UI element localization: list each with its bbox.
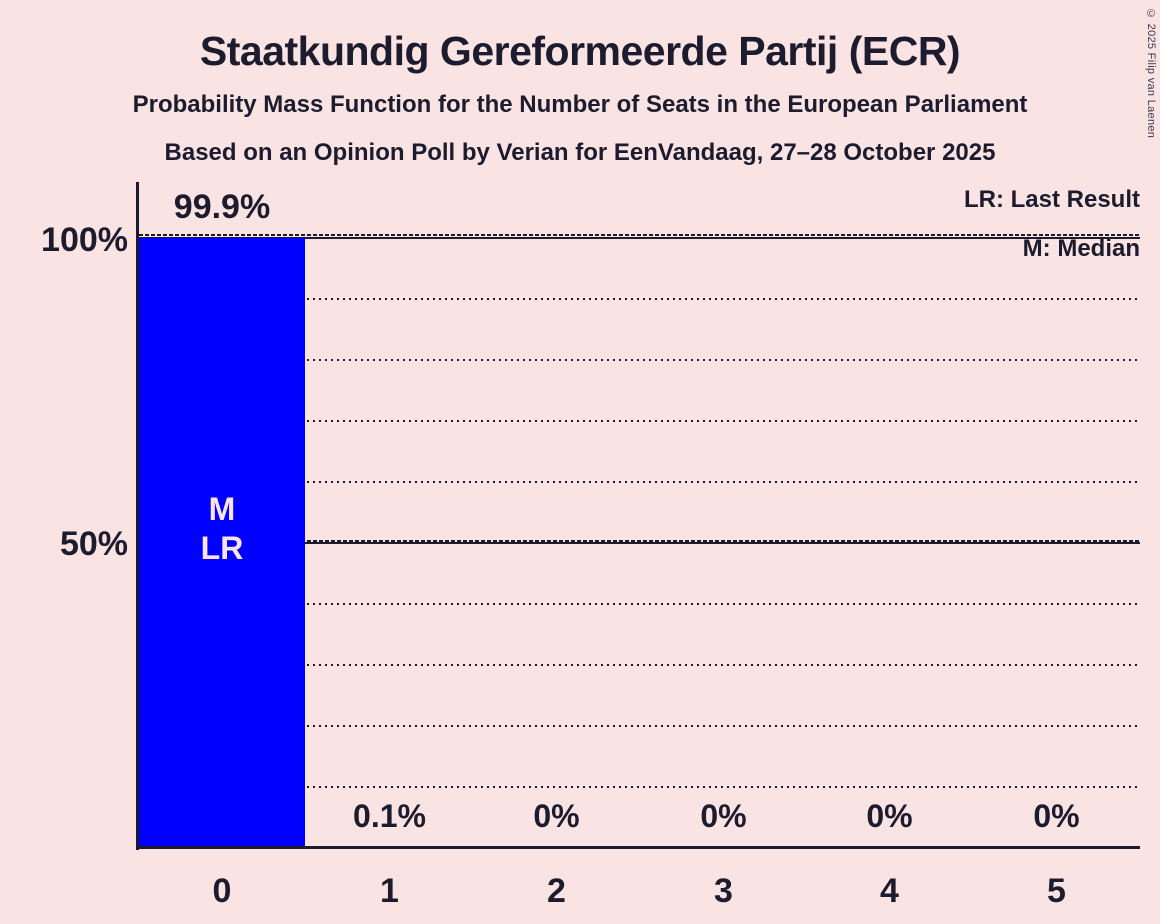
value-label-seat-5: 0% xyxy=(1033,798,1080,834)
probability-bar-seat-0: M LR xyxy=(139,237,305,846)
gridline-30pct xyxy=(139,664,1140,666)
gridline-90pct xyxy=(139,298,1140,300)
median-marker: M xyxy=(208,490,236,527)
value-label-seat-3: 0% xyxy=(700,798,747,834)
copyright-notice: © 2025 Filip van Laenen xyxy=(1145,8,1157,139)
value-label-seat-2: 0% xyxy=(533,798,580,834)
page-title: Staatkundig Gereformeerde Partij (ECR) xyxy=(199,28,961,74)
x-tick-seat-3: 3 xyxy=(714,872,733,910)
value-label-seat-4: 0% xyxy=(866,798,913,834)
gridline-50pct-solid xyxy=(139,542,1140,544)
y-axis-line xyxy=(136,182,139,850)
gridline-10pct xyxy=(139,786,1140,788)
chart-source-line: Based on an Opinion Poll by Verian for E… xyxy=(164,139,996,166)
gridline-100pct-dotted xyxy=(139,234,1140,236)
plot-area: M LR xyxy=(139,234,1140,846)
gridline-100pct-solid xyxy=(139,237,1140,239)
chart-subtitle: Probability Mass Function for the Number… xyxy=(132,91,1028,118)
x-tick-seat-4: 4 xyxy=(880,872,899,910)
y-axis-label-100: 100% xyxy=(41,221,128,259)
x-tick-seat-1: 1 xyxy=(380,872,399,910)
value-label-seat-0: 99.9% xyxy=(173,188,271,226)
gridline-40pct xyxy=(139,603,1140,605)
last-result-marker: LR xyxy=(200,529,244,566)
gridline-70pct xyxy=(139,420,1140,422)
x-tick-seat-0: 0 xyxy=(212,872,232,910)
gridline-20pct xyxy=(139,725,1140,727)
gridline-50pct-dotted xyxy=(139,540,1140,542)
legend-last-result: LR: Last Result xyxy=(963,186,1140,213)
gridline-80pct xyxy=(139,359,1140,361)
x-tick-seat-5: 5 xyxy=(1047,872,1066,910)
legend-median: M: Median xyxy=(1022,235,1140,262)
x-axis-line xyxy=(136,846,1140,849)
x-tick-seat-2: 2 xyxy=(547,872,566,910)
y-axis-label-50: 50% xyxy=(59,525,128,563)
gridline-60pct xyxy=(139,481,1140,483)
value-label-seat-1: 0.1% xyxy=(353,798,426,834)
